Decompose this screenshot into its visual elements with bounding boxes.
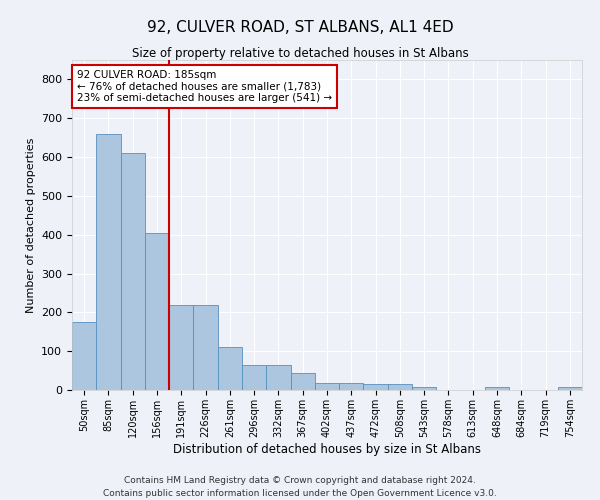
Bar: [315, 384, 339, 390]
Bar: [412, 387, 436, 390]
Text: 92 CULVER ROAD: 185sqm
← 76% of detached houses are smaller (1,783)
23% of semi-: 92 CULVER ROAD: 185sqm ← 76% of detached…: [77, 70, 332, 103]
Bar: [72, 322, 96, 390]
Y-axis label: Number of detached properties: Number of detached properties: [26, 138, 35, 312]
Bar: [169, 306, 193, 390]
Bar: [218, 348, 242, 390]
Text: Contains HM Land Registry data © Crown copyright and database right 2024.
Contai: Contains HM Land Registry data © Crown c…: [103, 476, 497, 498]
Bar: [339, 384, 364, 390]
Bar: [266, 365, 290, 390]
Bar: [242, 365, 266, 390]
Text: 92, CULVER ROAD, ST ALBANS, AL1 4ED: 92, CULVER ROAD, ST ALBANS, AL1 4ED: [146, 20, 454, 35]
Bar: [485, 387, 509, 390]
X-axis label: Distribution of detached houses by size in St Albans: Distribution of detached houses by size …: [173, 442, 481, 456]
Bar: [558, 387, 582, 390]
Text: Size of property relative to detached houses in St Albans: Size of property relative to detached ho…: [131, 48, 469, 60]
Bar: [388, 384, 412, 390]
Bar: [193, 306, 218, 390]
Bar: [121, 153, 145, 390]
Bar: [145, 233, 169, 390]
Bar: [96, 134, 121, 390]
Bar: [364, 384, 388, 390]
Bar: [290, 372, 315, 390]
